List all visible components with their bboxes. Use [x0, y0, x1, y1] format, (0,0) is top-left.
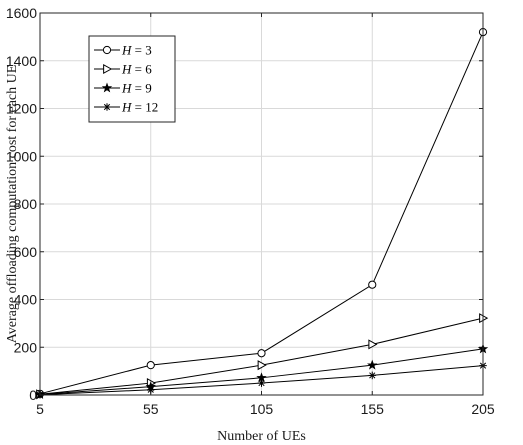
data-point: [146, 385, 155, 394]
series-4: [36, 361, 487, 399]
y-tick-label: 1600: [6, 5, 37, 21]
y-tick-label: 400: [14, 292, 38, 308]
y-tick-label: 800: [14, 196, 38, 212]
data-point: [257, 360, 267, 371]
data-point: [102, 45, 112, 55]
x-tick-labels: 5 55 105 155 205: [36, 13, 495, 417]
x-tick-label: 105: [250, 401, 274, 417]
legend-item: H = 3: [94, 43, 152, 58]
data-point: [368, 280, 377, 289]
legend-label: H = 6: [121, 62, 152, 77]
y-tick-label: 1000: [6, 148, 37, 164]
data-point: [103, 63, 113, 75]
y-axis-label: Average offloading computation cost for …: [5, 65, 20, 344]
data-point: [257, 349, 266, 358]
series-group: [34, 27, 489, 400]
x-tick-label: 155: [361, 401, 385, 417]
y-tick-label: 0: [29, 387, 37, 403]
legend-item: H = 9: [94, 81, 152, 96]
y-tick-labels: 0 200 400 600 800 1000 1200 1400 1600: [6, 5, 483, 403]
y-tick-label: 200: [14, 339, 38, 355]
x-tick-label: 55: [143, 401, 159, 417]
y-tick-label: 1400: [6, 53, 37, 69]
data-point: [367, 359, 378, 370]
data-point: [257, 379, 266, 387]
y-tick-label: 1200: [6, 101, 37, 117]
legend-item: H = 12: [94, 100, 158, 115]
legend-label: H = 9: [121, 81, 152, 96]
data-point: [103, 103, 111, 111]
plot-frame: [39, 12, 484, 396]
data-point: [146, 361, 155, 370]
legend: H = 3 H = 6 H = 9 H = 12: [88, 35, 176, 123]
data-point: [368, 339, 378, 350]
x-tick-label: 205: [471, 401, 495, 417]
y-tick-label: 600: [14, 244, 38, 260]
legend-label: H = 12: [121, 100, 158, 115]
data-point: [368, 371, 377, 380]
legend-item: H = 6: [94, 62, 152, 77]
series-2: [36, 313, 489, 400]
x-tick-label: 5: [36, 401, 44, 417]
legend-label: H = 3: [121, 43, 152, 58]
data-point: [101, 82, 113, 93]
x-axis-label: Number of UEs: [217, 429, 306, 444]
